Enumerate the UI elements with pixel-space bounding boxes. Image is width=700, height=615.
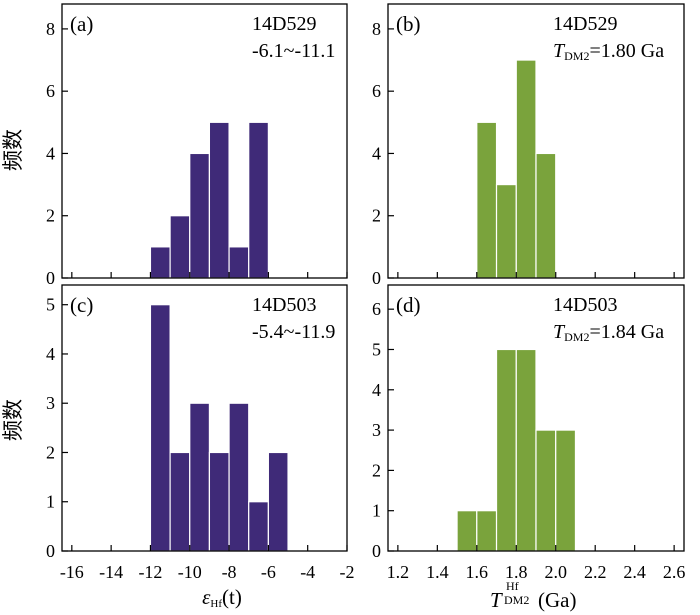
histogram-bar bbox=[267, 451, 289, 552]
histogram-bar bbox=[248, 501, 269, 552]
y-tick-label: 6 bbox=[372, 299, 381, 319]
plot-frame bbox=[387, 3, 685, 279]
y-tick-label: 8 bbox=[46, 19, 55, 39]
y-tick-label: 0 bbox=[46, 541, 55, 561]
age-symbol: T bbox=[553, 40, 566, 62]
y-tick-label: 0 bbox=[46, 268, 55, 288]
svg-text:DM2: DM2 bbox=[504, 593, 529, 607]
age-annotation: TDM2=1.80 Ga bbox=[553, 40, 664, 63]
range-annotation: -5.4~-11.9 bbox=[252, 321, 335, 343]
svg-text:(Ga): (Ga) bbox=[538, 588, 576, 612]
sample-label: 14D529 bbox=[252, 13, 316, 35]
range-annotation: -6.1~-11.1 bbox=[252, 40, 335, 62]
x-tick-label: 2.4 bbox=[623, 562, 646, 582]
x-tick-label: -4 bbox=[300, 562, 315, 582]
y-tick-label: 5 bbox=[372, 339, 381, 359]
histogram-bar bbox=[515, 348, 537, 552]
histogram-bar bbox=[456, 510, 478, 552]
histogram-bar bbox=[149, 246, 171, 279]
histogram-bar bbox=[169, 451, 191, 552]
svg-text:T: T bbox=[490, 588, 503, 612]
x-axis-label-right: T Hf DM2 (Ga) bbox=[490, 579, 576, 612]
histogram-bar bbox=[189, 402, 211, 552]
x-tick-label: 1.6 bbox=[466, 562, 489, 582]
histogram-bar bbox=[495, 183, 517, 279]
x-tick-label: -10 bbox=[178, 562, 202, 582]
histogram-bar bbox=[189, 152, 211, 279]
histogram-bar bbox=[208, 121, 230, 279]
plot-frame bbox=[61, 284, 348, 552]
sample-label: 14D503 bbox=[252, 294, 316, 316]
histogram-panel: 0 2 4 6 8 (b) 14D529 TDM2=1.80 Ga bbox=[372, 3, 685, 288]
plot-frame bbox=[61, 3, 348, 279]
y-tick-label: 6 bbox=[46, 81, 55, 101]
histogram-panel: 0 1 2 3 4 5 6 1.2 1.4 1.6 1.8 2.0 2.2 2.4 2.6 (d) 14D503… bbox=[372, 284, 686, 582]
panel-letter: (a) bbox=[70, 12, 93, 36]
plot-frame bbox=[387, 284, 685, 552]
x-tick-label: -8 bbox=[222, 562, 237, 582]
age-subscript: DM2 bbox=[564, 49, 589, 63]
panel-letter: (c) bbox=[70, 293, 93, 317]
age-annotation: TDM2=1.84 Ga bbox=[553, 321, 664, 344]
histogram-bar bbox=[555, 429, 577, 552]
histogram-bar bbox=[208, 451, 230, 552]
x-tick-label: -12 bbox=[138, 562, 162, 582]
y-tick-label: 3 bbox=[46, 393, 55, 413]
x-tick-label: -6 bbox=[261, 562, 276, 582]
y-tick-label: 4 bbox=[372, 380, 381, 400]
histogram-panel: 0 1 2 3 4 5 -16 -14 -12 -10 -8 -6 -4 -2 (c) 14D503 -5.4~… bbox=[46, 284, 355, 582]
histogram-bar bbox=[495, 348, 517, 552]
histogram-panel: 0 2 4 6 8 (a) 14D529 -6.1~-11.1 bbox=[46, 3, 348, 288]
histogram-bar bbox=[515, 59, 537, 279]
y-tick-label: 2 bbox=[46, 206, 55, 226]
y-tick-label: 3 bbox=[372, 420, 381, 440]
age-value: =1.80 Ga bbox=[589, 40, 664, 62]
y-tick-label: 2 bbox=[372, 460, 381, 480]
histogram-bar bbox=[149, 304, 171, 552]
histogram-bar bbox=[476, 121, 498, 279]
x-tick-label: 2.0 bbox=[544, 562, 567, 582]
y-tick-label: 2 bbox=[372, 206, 381, 226]
y-tick-label: 1 bbox=[372, 501, 381, 521]
x-tick-label: 1.8 bbox=[505, 562, 528, 582]
histogram-bar bbox=[228, 246, 250, 279]
y-tick-label: 2 bbox=[46, 442, 55, 462]
age-subscript: DM2 bbox=[564, 330, 589, 344]
x-tick-label: -14 bbox=[99, 562, 123, 582]
histogram-bar bbox=[535, 429, 557, 552]
svg-text:Hf: Hf bbox=[506, 579, 519, 593]
x-tick-label: -16 bbox=[60, 562, 84, 582]
y-axis-label-top: 频数 bbox=[1, 129, 25, 171]
y-tick-label: 6 bbox=[372, 81, 381, 101]
histogram-bar bbox=[535, 152, 557, 279]
sample-label: 14D503 bbox=[553, 294, 617, 316]
x-tick-label: 1.2 bbox=[387, 562, 410, 582]
panel-letter: (d) bbox=[396, 293, 421, 317]
y-tick-label: 0 bbox=[372, 268, 381, 288]
x-tick-label: 1.4 bbox=[426, 562, 449, 582]
y-tick-label: 8 bbox=[372, 19, 381, 39]
y-tick-label: 5 bbox=[46, 295, 55, 315]
y-tick-label: 4 bbox=[46, 344, 55, 364]
histogram-bar bbox=[228, 402, 250, 552]
age-symbol: T bbox=[553, 321, 566, 343]
y-tick-label: 0 bbox=[372, 541, 381, 561]
histogram-bar bbox=[248, 121, 269, 279]
y-tick-label: 4 bbox=[372, 143, 381, 163]
panel-letter: (b) bbox=[396, 12, 421, 36]
y-tick-label: 4 bbox=[46, 143, 55, 163]
y-tick-label: 1 bbox=[46, 492, 55, 512]
x-tick-label: 2.2 bbox=[584, 562, 607, 582]
sample-label: 14D529 bbox=[553, 13, 617, 35]
x-tick-label: -2 bbox=[340, 562, 355, 582]
histogram-bar bbox=[476, 510, 498, 552]
y-axis-label-bottom: 频数 bbox=[1, 399, 25, 441]
age-value: =1.84 Ga bbox=[589, 321, 664, 343]
x-tick-label: 2.6 bbox=[663, 562, 686, 582]
x-axis-label-left: εHf(t) bbox=[202, 585, 242, 610]
histogram-bar bbox=[169, 215, 191, 279]
